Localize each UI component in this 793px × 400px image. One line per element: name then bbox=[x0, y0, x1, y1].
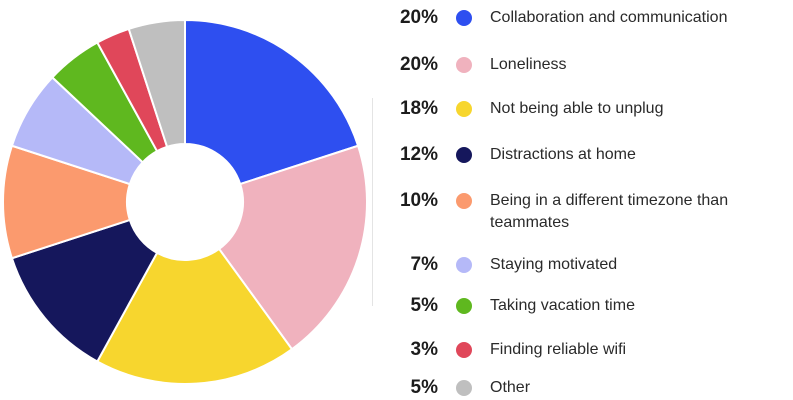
legend-item: 20% Collaboration and communication bbox=[380, 6, 790, 30]
legend-swatch bbox=[456, 257, 472, 273]
legend-swatch bbox=[456, 57, 472, 73]
legend-label: Other bbox=[490, 377, 790, 399]
legend-label: Being in a different timezone than teamma… bbox=[490, 190, 790, 234]
legend-label: Taking vacation time bbox=[490, 295, 790, 317]
legend-percent: 5% bbox=[380, 376, 438, 400]
legend-item: 12% Distractions at home bbox=[380, 143, 790, 167]
legend-item: 18% Not being able to unplug bbox=[380, 97, 790, 121]
legend-label: Finding reliable wifi bbox=[490, 339, 790, 361]
legend-label: Collaboration and communication bbox=[490, 7, 790, 29]
legend-item: 7% Staying motivated bbox=[380, 253, 790, 277]
legend-percent: 10% bbox=[380, 189, 438, 213]
legend-swatch bbox=[456, 193, 472, 209]
legend-percent: 5% bbox=[380, 294, 438, 318]
legend-label: Loneliness bbox=[490, 54, 790, 76]
legend-percent: 3% bbox=[380, 338, 438, 362]
legend-swatch bbox=[456, 10, 472, 26]
legend-label: Not being able to unplug bbox=[490, 98, 790, 120]
legend-swatch bbox=[456, 298, 472, 314]
legend-swatch bbox=[456, 101, 472, 117]
legend-label: Staying motivated bbox=[490, 254, 790, 276]
legend-percent: 12% bbox=[380, 143, 438, 167]
chart-legend: 20% Collaboration and communication 20% Lon… bbox=[380, 0, 790, 398]
legend-percent: 20% bbox=[380, 53, 438, 77]
legend-item: 5% Taking vacation time bbox=[380, 294, 790, 318]
legend-swatch bbox=[456, 380, 472, 396]
legend-percent: 18% bbox=[380, 97, 438, 121]
legend-item: 10% Being in a different timezone than tea… bbox=[380, 189, 790, 213]
legend-swatch bbox=[456, 147, 472, 163]
legend-item: 5% Other bbox=[380, 376, 790, 400]
legend-label: Distractions at home bbox=[490, 144, 790, 166]
legend-swatch bbox=[456, 342, 472, 358]
legend-item: 3% Finding reliable wifi bbox=[380, 338, 790, 362]
legend-item: 20% Loneliness bbox=[380, 53, 790, 77]
donut-chart bbox=[0, 0, 370, 398]
legend-percent: 20% bbox=[380, 6, 438, 30]
legend-percent: 7% bbox=[380, 253, 438, 277]
divider bbox=[372, 98, 373, 306]
